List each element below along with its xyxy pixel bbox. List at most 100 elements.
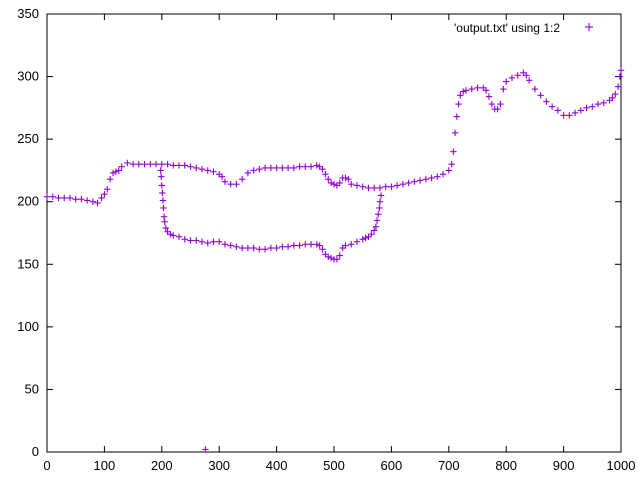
data-point [566,112,573,119]
data-point [175,162,183,169]
data-point [164,160,171,168]
data-point [284,243,292,250]
data-point [250,244,257,252]
data-point [370,227,378,234]
data-point [589,103,596,110]
x-tick-label: 600 [381,458,403,473]
data-point [307,163,315,170]
data-point [157,167,164,174]
data-point [290,242,298,249]
data-point [388,183,395,190]
y-tick-label: 200 [17,194,39,209]
data-point [336,179,343,187]
data-point [523,72,530,79]
data-point [221,241,229,248]
data-point [362,234,369,242]
data-point [267,244,275,252]
data-point [167,231,174,238]
data-point [296,163,303,170]
data-point [448,160,455,168]
data-point [202,446,209,453]
x-tick-label: 1000 [607,458,636,473]
legend: 'output.txt' using 1:2 [454,21,593,35]
data-point [256,246,263,253]
data-point [244,244,252,252]
data-point [227,242,234,249]
data-point [118,163,125,170]
data-point [450,148,457,155]
data-point [49,193,56,200]
data-point [609,94,616,102]
plot-frame [46,13,622,453]
data-point [503,78,510,85]
data-point [101,191,108,198]
data-point [614,83,622,90]
data-point [218,173,226,180]
data-point [233,180,240,188]
data-point [158,173,165,180]
data-point [221,178,229,185]
data-point [459,88,467,95]
data-point [94,199,101,207]
data-point [83,197,91,204]
axis-tick-labels: 0 100 200 300 400 500 600 700 800 900 1000 0 50 100 15… [17,6,635,473]
data-point [554,107,562,114]
data-point [296,242,303,249]
data-point [322,170,329,178]
data-point [198,165,206,173]
data-point [500,85,507,93]
data-point [104,186,111,193]
data-point [548,103,556,110]
data-point [129,160,137,168]
data-point [161,218,168,225]
data-point [302,241,309,248]
data-point [273,244,280,252]
y-tick-label: 50 [25,381,39,396]
data-point [175,233,183,240]
data-point [439,170,447,178]
data-point [327,179,335,187]
data-point [600,99,607,107]
data-point [382,183,389,190]
data-point [612,90,619,98]
data-point [106,175,114,183]
data-point [290,164,298,172]
data-point [198,238,206,245]
data-point [170,162,177,169]
data-point [327,254,335,262]
data-point [227,180,234,188]
data-point [342,174,349,182]
data-point [204,239,211,247]
data-point [348,241,355,248]
data-point [411,178,418,185]
data-point [482,87,490,94]
data-point [560,112,567,119]
data-point [238,244,246,252]
data-point [256,165,263,173]
data-point [313,162,320,169]
data-point [61,194,68,202]
axis-ticks [46,13,622,453]
data-point [376,184,384,192]
data-point [216,238,223,245]
data-point [330,180,338,188]
data-point [267,164,275,172]
data-point [279,243,286,250]
data-point [307,241,315,248]
data-point [55,194,62,202]
data-point [193,164,200,172]
data-point [543,98,550,105]
y-tick-label: 0 [32,444,39,459]
data-point [66,194,74,202]
x-tick-label: 800 [495,458,517,473]
data-point [393,182,401,189]
data-point [279,164,286,172]
data-point [193,237,200,244]
data-point [109,169,117,177]
data-point [43,193,51,200]
data-point [359,183,366,190]
data-point [342,242,349,249]
data-point [422,175,430,183]
data-point [112,168,120,175]
